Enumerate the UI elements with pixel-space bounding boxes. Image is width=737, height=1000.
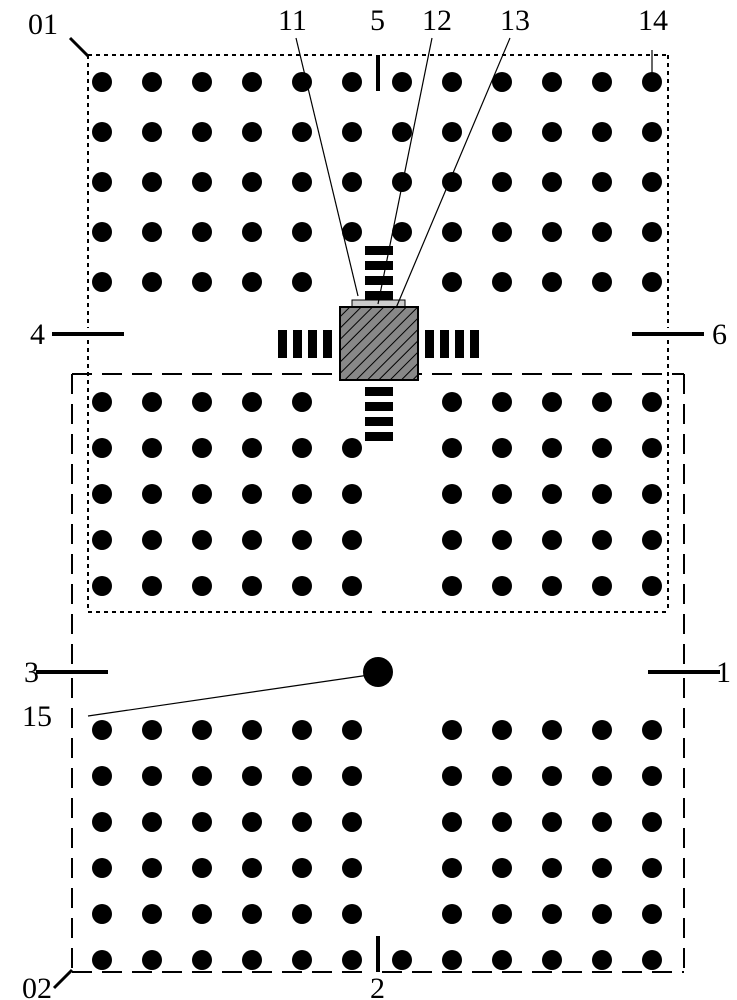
label-02: 02 <box>22 972 52 1000</box>
corner-01 <box>70 38 88 56</box>
label-11: 11 <box>278 4 307 37</box>
label-14: 14 <box>638 4 668 37</box>
leader-15 <box>88 674 376 716</box>
label-15: 15 <box>22 700 52 733</box>
label-6: 6 <box>712 318 727 351</box>
label-12: 12 <box>422 4 452 37</box>
corner-02 <box>54 970 72 988</box>
center-square <box>340 307 418 380</box>
ticks <box>36 55 720 972</box>
lower-dots <box>92 720 662 970</box>
label-5: 5 <box>370 4 385 37</box>
label-4: 4 <box>30 318 45 351</box>
center-dot <box>363 657 393 687</box>
label-1: 1 <box>716 656 731 689</box>
label-2: 2 <box>370 972 385 1000</box>
label-01: 01 <box>28 8 58 41</box>
label-13: 13 <box>500 4 530 37</box>
label-3: 3 <box>24 656 39 689</box>
